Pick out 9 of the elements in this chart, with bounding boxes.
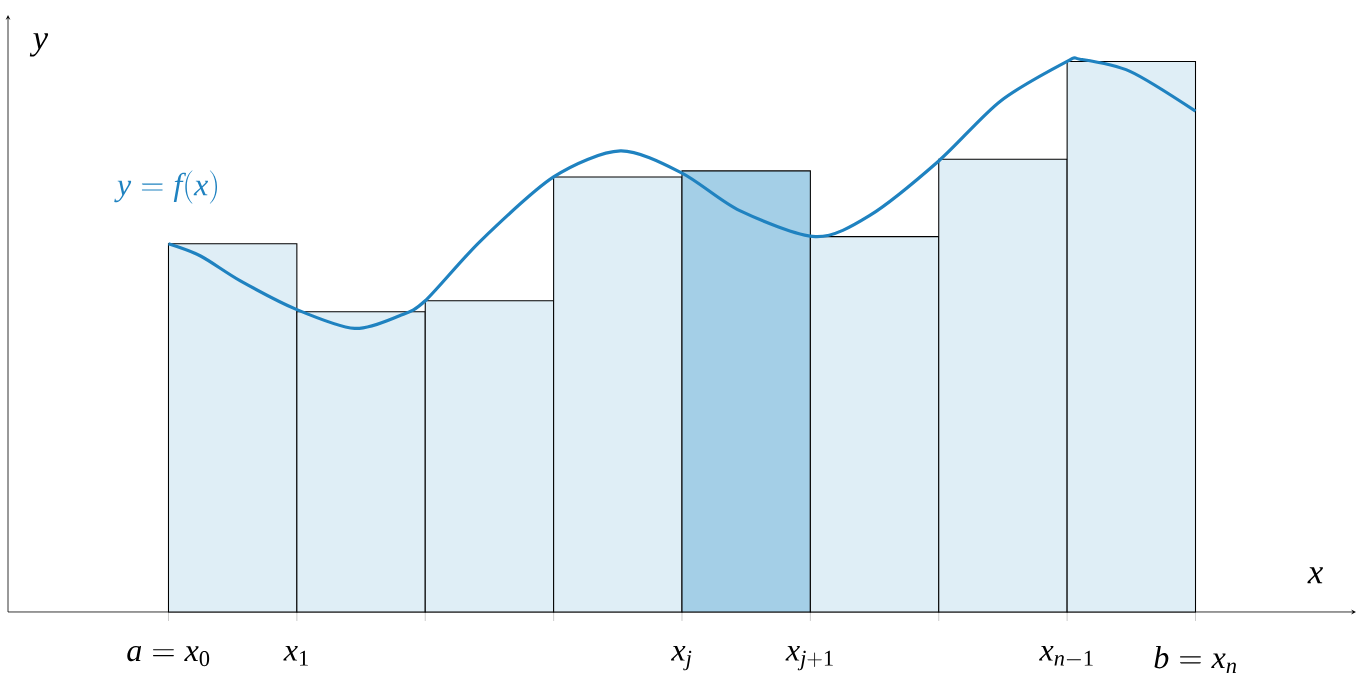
x-tick-label: $x_j$ xyxy=(671,645,692,671)
x-tick-label: $x_{j+1}$ xyxy=(785,645,833,671)
text: $y = f(x)$ xyxy=(114,170,218,204)
x-tick-label: $x_{n-1}$ xyxy=(1039,645,1093,666)
x-tick-label: $a = x_0$ xyxy=(127,645,210,667)
x-tick-label: $x_1$ xyxy=(283,645,308,666)
x-tick-label: $b = x_n$ xyxy=(1154,645,1237,674)
x-axis-title: $x$ xyxy=(1307,567,1323,584)
y-axis-title: $y$ xyxy=(29,33,49,57)
